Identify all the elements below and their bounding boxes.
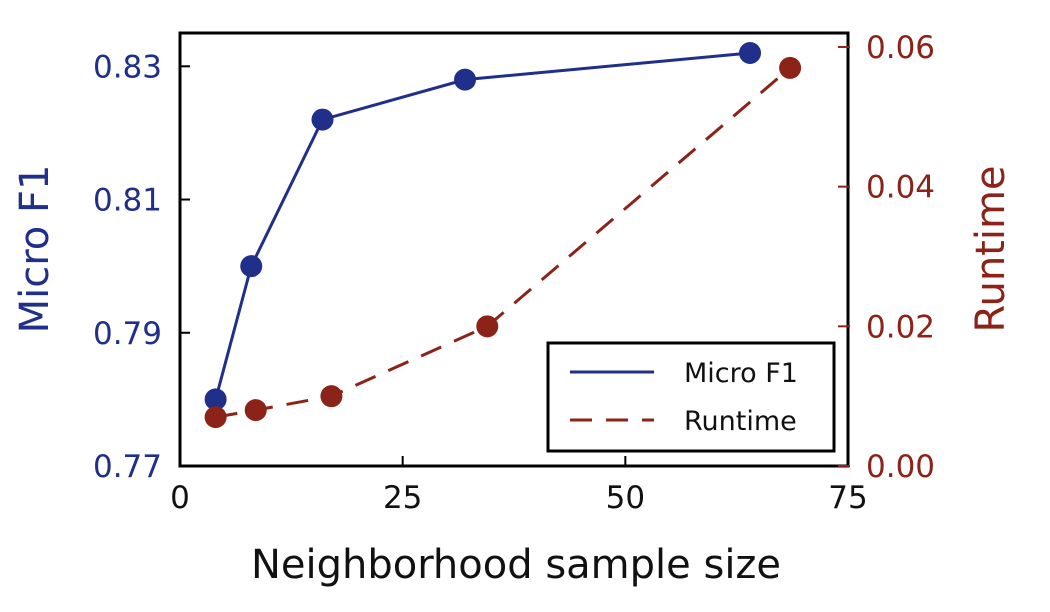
left-tick-label: 0.77 (93, 449, 162, 485)
data-point-micro-f1 (311, 108, 334, 131)
plot-frame (178, 31, 850, 468)
x-tick-label: 50 (606, 480, 645, 516)
data-point-runtime (320, 385, 343, 408)
legend: Micro F1 Runtime (546, 341, 836, 453)
legend-box (546, 341, 836, 453)
right-axis-ticks: 0.00 0.02 0.04 0.06 (838, 30, 935, 485)
x-axis-ticks: 0 25 50 75 (170, 456, 868, 516)
data-point-micro-f1 (739, 41, 762, 64)
data-point-micro-f1 (240, 255, 263, 278)
legend-label-micro-f1: Micro F1 (684, 358, 798, 389)
data-point-runtime (779, 56, 802, 79)
left-axis-title: Micro F1 (12, 165, 58, 334)
left-tick-label: 0.79 (93, 316, 162, 352)
right-tick-label: 0.04 (866, 170, 935, 206)
data-point-micro-f1 (454, 68, 477, 91)
data-point-runtime (244, 399, 267, 422)
data-point-runtime (204, 406, 227, 429)
data-point-micro-f1 (204, 388, 227, 411)
x-tick-label: 0 (170, 480, 190, 516)
right-tick-label: 0.00 (866, 449, 935, 485)
left-tick-label: 0.83 (93, 49, 162, 85)
left-axis-ticks: 0.77 0.79 0.81 0.83 (93, 49, 190, 485)
legend-label-runtime: Runtime (684, 406, 797, 437)
series-layer (204, 41, 802, 429)
right-axis-title: Runtime (968, 165, 1014, 332)
right-tick-label: 0.06 (866, 30, 935, 66)
right-tick-label: 0.02 (866, 309, 935, 345)
x-tick-label: 25 (383, 480, 422, 516)
x-axis-title: Neighborhood sample size (251, 542, 781, 588)
left-tick-label: 0.81 (93, 183, 162, 219)
x-tick-label: 75 (828, 480, 867, 516)
data-point-runtime (476, 315, 499, 338)
